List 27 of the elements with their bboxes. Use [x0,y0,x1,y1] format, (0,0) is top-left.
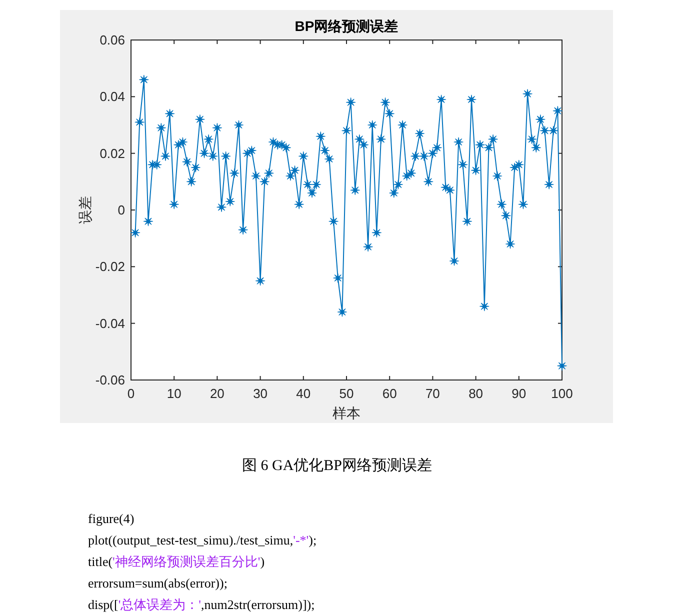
x-tick-label: 70 [425,386,440,401]
y-tick-label: -0.02 [95,259,125,274]
y-tick-label: 0 [118,202,125,218]
text: title('神经网络预测误差百分比') [88,554,265,569]
x-tick-label: 30 [253,386,268,401]
y-tick-label: 0.06 [100,32,125,48]
y-tick-label: -0.06 [95,372,125,388]
text: plot((output_test-test_simu)./test_simu,'-*'); [88,532,317,548]
x-tick-label: 100 [551,386,573,401]
x-tick-label: 80 [468,386,484,401]
y-tick-label: 0.02 [100,146,125,161]
x-tick-label: 50 [339,386,354,401]
y-axis-title: 误差 [77,196,93,224]
x-tick-label: 60 [382,386,397,401]
caption: 图 6 GA优化BP网络预测误差 [242,457,432,474]
x-tick-label: 0 [127,386,135,401]
text: disp(['总体误差为：',num2str(errorsum)]); [88,597,315,612]
chart-title: BP网络预测误差 [294,18,398,34]
text: errorsum=sum(abs(error)); [88,576,228,590]
x-tick-label: 90 [512,386,526,401]
x-tick-label: 40 [296,386,311,401]
x-axis-title: 样本 [332,405,360,421]
y-tick-label: 0.04 [100,89,125,104]
text: figure(4) [88,511,134,526]
x-tick-label: 20 [210,386,224,401]
y-tick-label: -0.04 [95,316,125,331]
x-tick-label: 10 [166,386,182,401]
